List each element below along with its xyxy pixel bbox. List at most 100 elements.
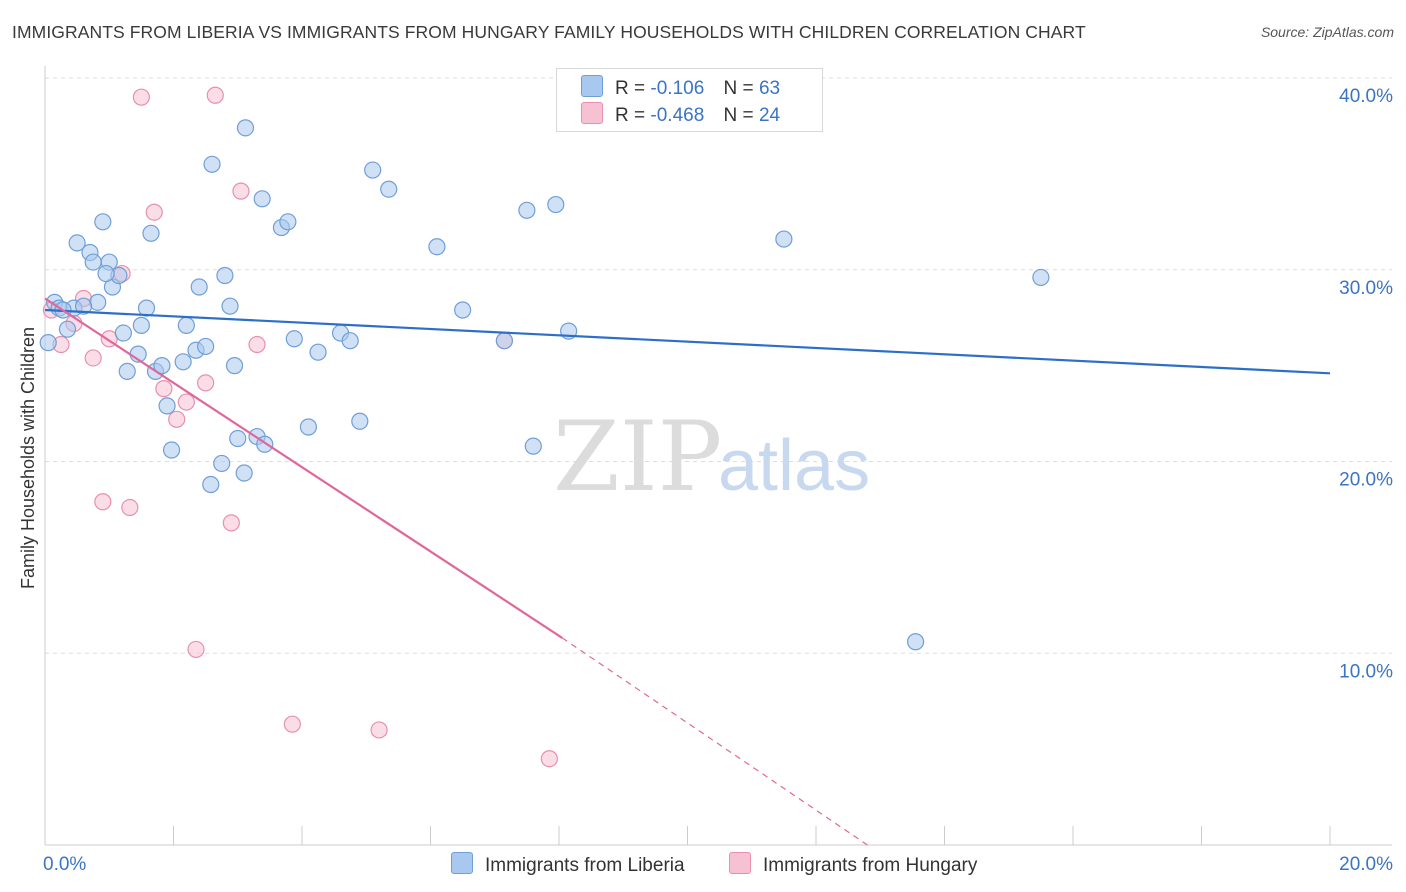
hungary-trendline-extension <box>561 637 868 846</box>
y-tick-label: 40.0% <box>1339 86 1393 107</box>
liberia-point <box>39 334 57 352</box>
hungary-point <box>84 349 102 367</box>
hungary-point <box>94 493 112 511</box>
liberia-point <box>132 316 150 334</box>
liberia-point <box>58 320 77 338</box>
liberia-point <box>906 633 925 651</box>
n-label: N = <box>723 105 754 126</box>
watermark-zip: ZIP <box>553 401 722 513</box>
hungary-point <box>177 393 195 411</box>
liberia-point <box>142 224 160 242</box>
liberia-n-value: 63 <box>758 78 781 99</box>
liberia-point <box>1032 268 1050 287</box>
liberia-point <box>118 362 136 380</box>
liberia-legend-label: Immigrants from Liberia <box>485 855 685 876</box>
liberia-points <box>39 119 1050 651</box>
hungary-point <box>168 410 186 428</box>
y-axis-title: Family Households with Children <box>18 327 38 589</box>
liberia-point <box>309 343 327 361</box>
y-tick-label: 20.0% <box>1339 470 1393 491</box>
liberia-point <box>225 357 244 375</box>
hungary-swatch <box>729 852 751 874</box>
liberia-point <box>380 180 398 198</box>
liberia-point <box>89 293 107 311</box>
liberia-point <box>158 397 176 415</box>
hungary-point <box>222 514 240 532</box>
liberia-point <box>84 253 102 271</box>
liberia-point <box>428 238 446 256</box>
hungary-point <box>155 380 173 398</box>
hungary-point <box>145 203 163 221</box>
liberia-point <box>203 155 221 173</box>
liberia-point <box>547 195 565 214</box>
liberia-point <box>213 454 231 473</box>
liberia-point <box>229 429 247 448</box>
n-label: N = <box>723 78 754 99</box>
hungary-point <box>121 498 139 517</box>
liberia-point <box>97 264 115 283</box>
bottom-legend-hungary: Immigrants from Hungary <box>729 852 977 877</box>
liberia-point <box>454 301 472 319</box>
liberia-point <box>253 190 271 208</box>
liberia-r-value: -0.106 <box>650 78 705 99</box>
liberia-trendline <box>44 308 1331 375</box>
hungary-point <box>187 640 205 659</box>
hungary-r-value: -0.468 <box>650 105 705 126</box>
y-tick-label: 10.0% <box>1339 661 1393 682</box>
r-label: R = <box>615 78 646 99</box>
liberia-point <box>775 230 793 248</box>
hungary-point <box>197 374 215 392</box>
hungary-point <box>283 715 301 733</box>
liberia-point <box>235 464 253 482</box>
x-tick-label-max: 20.0% <box>1339 854 1393 875</box>
hungary-point <box>206 86 224 104</box>
liberia-point <box>341 332 359 350</box>
liberia-swatch <box>451 852 473 874</box>
liberia-point <box>279 213 297 231</box>
liberia-point <box>74 297 93 315</box>
legend-row-liberia: R = -0.106 N = 63 <box>581 75 780 100</box>
hungary-point <box>248 335 266 354</box>
liberia-point <box>285 330 303 348</box>
liberia-point <box>162 441 181 459</box>
hungary-point <box>370 721 388 739</box>
watermark-atlas: atlas <box>718 426 870 506</box>
legend-row-hungary: R = -0.468 N = 24 <box>581 102 780 127</box>
liberia-point <box>524 437 542 455</box>
hungary-swatch <box>581 102 603 124</box>
liberia-point <box>190 278 208 296</box>
liberia-point <box>202 475 220 494</box>
hungary-point <box>232 182 250 200</box>
y-tick-label: 30.0% <box>1339 278 1393 299</box>
liberia-swatch <box>581 75 603 97</box>
chart-title: IMMIGRANTS FROM LIBERIA VS IMMIGRANTS FR… <box>12 22 1086 42</box>
r-label: R = <box>615 105 646 126</box>
hungary-point <box>132 88 150 106</box>
liberia-point <box>221 297 239 315</box>
axis-labels: 10.0% 20.0% 30.0% 40.0% 0.0% 20.0% Family Hous… <box>18 86 1393 875</box>
hungary-n-value: 24 <box>758 105 781 126</box>
axes <box>44 66 1392 846</box>
liberia-point <box>174 353 192 371</box>
watermark: ZIP atlas <box>553 401 870 513</box>
liberia-point <box>236 119 255 137</box>
trendlines <box>44 297 1331 846</box>
liberia-point <box>94 213 112 231</box>
liberia-point <box>197 337 215 356</box>
liberia-point <box>495 332 513 350</box>
hungary-trendline <box>44 297 563 639</box>
liberia-point <box>364 161 382 179</box>
liberia-point <box>68 234 86 252</box>
liberia-point <box>299 418 318 436</box>
liberia-point <box>153 357 171 375</box>
liberia-point <box>114 324 132 342</box>
source-credit: Source: ZipAtlas.com <box>1260 24 1394 40</box>
hungary-point <box>540 750 558 768</box>
liberia-point <box>216 266 234 285</box>
correlation-legend: R = -0.106 N = 63 R = -0.468 N = 24 <box>556 68 823 132</box>
liberia-point <box>351 412 369 430</box>
x-tick-label-min: 0.0% <box>43 854 86 875</box>
liberia-point <box>518 201 536 219</box>
hungary-legend-label: Immigrants from Hungary <box>763 855 978 876</box>
